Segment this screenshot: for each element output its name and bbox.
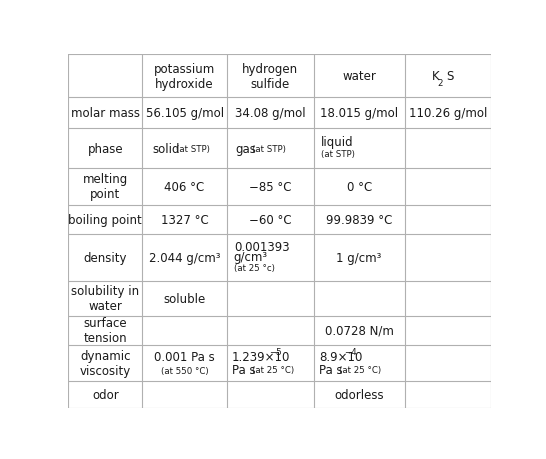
Text: odorless: odorless bbox=[334, 388, 384, 401]
Text: dynamic
viscosity: dynamic viscosity bbox=[80, 349, 131, 377]
Text: (at STP): (at STP) bbox=[176, 144, 210, 153]
Text: liquid: liquid bbox=[321, 136, 354, 149]
Text: potassium
hydroxide: potassium hydroxide bbox=[154, 62, 215, 90]
Text: 1 g/cm³: 1 g/cm³ bbox=[336, 251, 382, 264]
Text: (at 25 °c): (at 25 °c) bbox=[234, 263, 275, 273]
Text: 110.26 g/mol: 110.26 g/mol bbox=[409, 107, 487, 120]
Text: −85 °C: −85 °C bbox=[249, 180, 292, 193]
Text: −4: −4 bbox=[345, 347, 357, 356]
Text: molar mass: molar mass bbox=[71, 107, 140, 120]
Text: −60 °C: −60 °C bbox=[249, 213, 292, 226]
Text: 56.105 g/mol: 56.105 g/mol bbox=[146, 107, 224, 120]
Text: (at STP): (at STP) bbox=[321, 150, 355, 159]
Text: K: K bbox=[431, 70, 439, 83]
Text: density: density bbox=[84, 251, 127, 264]
Text: 1.239×10: 1.239×10 bbox=[232, 350, 290, 363]
Text: water: water bbox=[342, 70, 376, 83]
Text: 2: 2 bbox=[438, 78, 443, 87]
Text: boiling point: boiling point bbox=[68, 213, 142, 226]
Text: 34.08 g/mol: 34.08 g/mol bbox=[235, 107, 306, 120]
Text: 406 °C: 406 °C bbox=[164, 180, 205, 193]
Text: (at STP): (at STP) bbox=[252, 144, 286, 153]
Text: soluble: soluble bbox=[163, 292, 206, 305]
Text: odor: odor bbox=[92, 388, 118, 401]
Text: Pa s: Pa s bbox=[319, 363, 343, 376]
Text: solid: solid bbox=[152, 142, 180, 155]
Text: solubility in
water: solubility in water bbox=[71, 285, 139, 313]
Text: Pa s: Pa s bbox=[232, 363, 256, 376]
Text: 8.9×10: 8.9×10 bbox=[319, 350, 363, 363]
Text: phase: phase bbox=[87, 142, 123, 155]
Text: (at 25 °C): (at 25 °C) bbox=[252, 365, 294, 374]
Text: S: S bbox=[447, 70, 454, 83]
Text: g/cm³: g/cm³ bbox=[234, 251, 268, 264]
Text: (at 550 °C): (at 550 °C) bbox=[161, 367, 209, 375]
Text: 0.001 Pa s: 0.001 Pa s bbox=[154, 350, 215, 363]
Text: 99.9839 °C: 99.9839 °C bbox=[326, 213, 393, 226]
Text: 1327 °C: 1327 °C bbox=[161, 213, 209, 226]
Text: 2.044 g/cm³: 2.044 g/cm³ bbox=[149, 251, 221, 264]
Text: 0 °C: 0 °C bbox=[347, 180, 372, 193]
Text: surface
tension: surface tension bbox=[84, 316, 127, 344]
Text: melting
point: melting point bbox=[82, 173, 128, 201]
Text: 0.001393: 0.001393 bbox=[234, 241, 289, 254]
Text: (at 25 °C): (at 25 °C) bbox=[339, 365, 381, 374]
Text: 0.0728 N/m: 0.0728 N/m bbox=[325, 324, 394, 337]
Text: −5: −5 bbox=[269, 347, 282, 356]
Text: gas: gas bbox=[236, 142, 257, 155]
Text: hydrogen
sulfide: hydrogen sulfide bbox=[242, 62, 298, 90]
Text: 18.015 g/mol: 18.015 g/mol bbox=[320, 107, 398, 120]
